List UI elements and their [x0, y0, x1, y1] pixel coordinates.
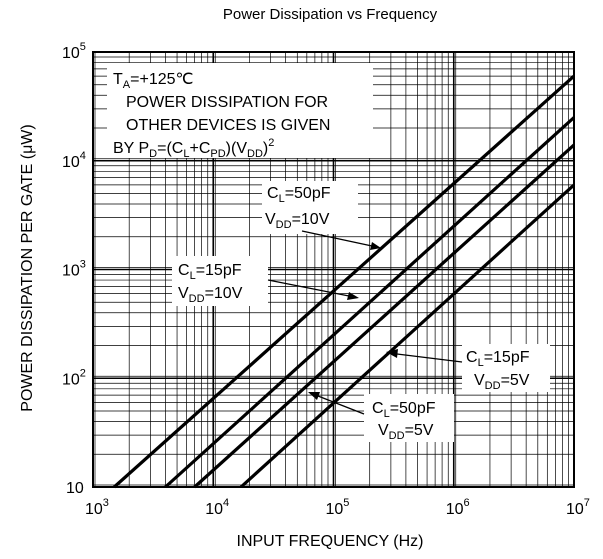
- y-tick-label: 104: [62, 150, 86, 171]
- label-cl50-vdd5-vdd: VDD=5V: [378, 422, 434, 442]
- arrow-cl50-vdd10: [301, 230, 373, 247]
- arrow-cl15-vdd5: [396, 353, 463, 363]
- label-cl50-vdd5-cl: CL=50pF: [372, 400, 436, 420]
- series-line-cl50-vdd5: [193, 143, 576, 489]
- label-box-cl15-vdd5: [462, 344, 550, 392]
- label-box-cl15-vdd10: [172, 256, 268, 306]
- y-tick-label: 10: [66, 480, 84, 497]
- y-tick-label: 102: [62, 367, 86, 388]
- x-tick-label: 105: [326, 497, 350, 518]
- label-cl15-vdd5-cl: CL=15pF: [466, 349, 530, 369]
- plot-frame: [92, 51, 575, 488]
- arrow-cl50-vdd5: [317, 395, 365, 415]
- label-cl50-vdd10-cl: CL=50pF: [267, 185, 331, 205]
- tick-labels: 103 104 105 106 107 10 102 103 104 105: [62, 41, 590, 518]
- condition-temperature: TA=+125℃: [113, 71, 193, 91]
- series-line-cl15-vdd5: [239, 183, 576, 489]
- arrowhead-cl15-vdd10: [347, 292, 359, 300]
- series-lines: [113, 74, 576, 489]
- label-cl15-vdd10-cl: CL=15pF: [178, 262, 242, 282]
- conditions-box: [107, 63, 373, 158]
- arrowhead-cl15-vdd5: [386, 349, 398, 358]
- label-cl50-vdd10-vdd: VDD=10V: [265, 211, 330, 231]
- y-tick-label: 103: [62, 259, 86, 280]
- arrowhead-cl50-vdd5: [308, 392, 320, 400]
- x-tick-label: 107: [566, 497, 590, 518]
- condition-note-line2: OTHER DEVICES IS GIVEN: [126, 117, 330, 134]
- x-tick-label: 104: [205, 497, 229, 518]
- label-cl15-vdd5-vdd: VDD=5V: [474, 372, 530, 392]
- condition-formula: BY PD=(CL+CPD)(VDD)2: [113, 137, 274, 160]
- label-box-cl50-vdd10: [262, 181, 358, 234]
- y-tick-label: 105: [62, 41, 86, 62]
- arrow-cl15-vdd10: [267, 279, 350, 297]
- x-tick-label: 103: [85, 497, 109, 518]
- x-axis-label: INPUT FREQUENCY (Hz): [236, 533, 424, 550]
- label-box-cl50-vdd5: [364, 394, 454, 442]
- series-line-cl50-vdd10: [113, 74, 576, 489]
- chart-title: Power Dissipation vs Frequency: [222, 6, 438, 23]
- condition-note-line1: POWER DISSIPATION FOR: [126, 94, 328, 111]
- x-tick-label: 106: [446, 497, 470, 518]
- label-cl15-vdd10-vdd: VDD=10V: [178, 285, 243, 305]
- series-line-cl15-vdd10: [164, 116, 576, 489]
- arrowhead-cl50-vdd10: [370, 242, 381, 250]
- annotations: TA=+125℃ POWER DISSIPATION FOR OTHER DEV…: [107, 63, 550, 442]
